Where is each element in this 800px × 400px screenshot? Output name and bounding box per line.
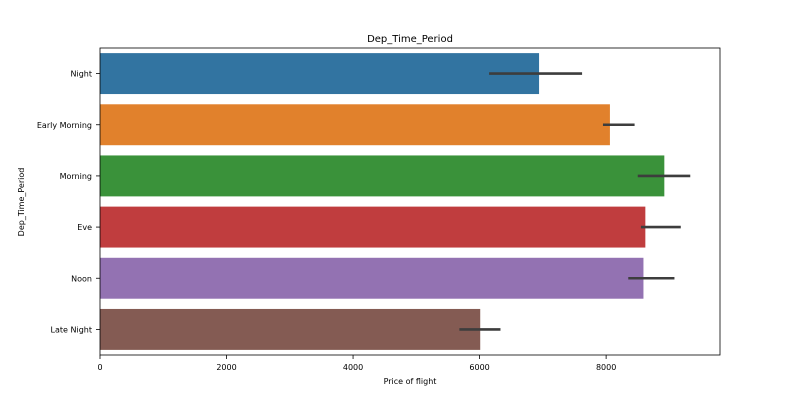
x-tick-label: 8000 — [596, 363, 616, 372]
chart-title: Dep_Time_Period — [367, 34, 453, 45]
x-tick-label: 2000 — [216, 363, 236, 372]
bar — [100, 104, 610, 146]
bar — [100, 155, 665, 197]
x-axis-label: Price of flight — [384, 377, 437, 386]
x-tick-label: 4000 — [343, 363, 363, 372]
bar — [100, 257, 644, 299]
y-tick-label: Noon — [71, 274, 92, 283]
y-tick-label: Eve — [77, 223, 92, 232]
x-tick-label: 6000 — [469, 363, 489, 372]
y-tick-label: Morning — [60, 172, 92, 181]
y-tick-label: Night — [71, 70, 93, 79]
bar — [100, 53, 540, 95]
y-tick-label: Early Morning — [37, 121, 92, 130]
bar — [100, 308, 481, 350]
y-axis-label: Dep_Time_Period — [17, 168, 26, 237]
x-tick-label: 0 — [97, 363, 102, 372]
plot-area: Night Early Morning Morning Eve Noon Late Nig… — [37, 47, 721, 372]
plot-frame — [99, 47, 721, 356]
bar — [100, 206, 646, 248]
y-tick-label: Late Night — [51, 325, 92, 334]
